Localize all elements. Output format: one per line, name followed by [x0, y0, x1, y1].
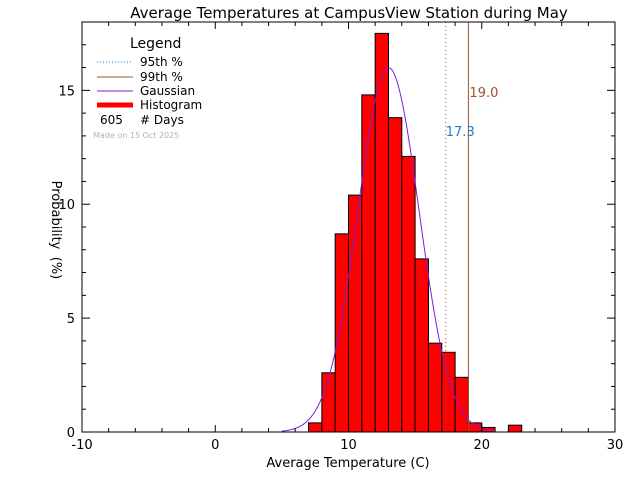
y-tick-label: 0	[67, 426, 75, 441]
histogram-bar	[387, 117, 403, 433]
x-tick-label: -10	[71, 438, 92, 453]
histogram-bar	[507, 424, 523, 433]
x-axis-ticks: -10 0 10 20 30	[71, 22, 623, 453]
percentile-95-label: 17.3	[446, 125, 475, 140]
legend-label-histogram: Histogram	[140, 98, 202, 112]
x-tick-label: 30	[607, 438, 624, 453]
histogram-bar	[308, 422, 323, 433]
y-tick-label: 10	[58, 198, 75, 213]
made-on-note: Made on 15 Oct 2025	[93, 131, 179, 140]
histogram-bars	[308, 32, 523, 433]
legend-days-count: 605	[100, 113, 123, 127]
x-tick-label: 20	[473, 438, 490, 453]
histogram-bar	[427, 342, 443, 433]
histogram-bar	[401, 155, 416, 433]
legend: Legend 95th % 99th % Gaussian Histogram …	[93, 36, 202, 140]
legend-label-gaussian: Gaussian	[140, 84, 195, 98]
y-tick-label: 15	[58, 84, 75, 99]
gaussian-curve	[281, 67, 496, 432]
histogram-bar	[334, 233, 349, 433]
percentile-99-label: 19.0	[469, 86, 498, 101]
x-axis-label: Average Temperature (C)	[266, 456, 429, 471]
legend-title: Legend	[130, 36, 181, 52]
x-tick-label: 0	[211, 438, 219, 453]
histogram-bar	[321, 372, 336, 433]
legend-label-99th: 99th %	[140, 70, 183, 84]
histogram-bar	[414, 258, 429, 433]
legend-label-95th: 95th %	[140, 55, 183, 69]
histogram-bar	[361, 94, 376, 433]
y-axis-label-bottom: (%)	[48, 257, 63, 280]
x-tick-label: 10	[340, 438, 357, 453]
y-axis-label-top: Probability	[48, 181, 63, 250]
legend-days-label: # Days	[140, 113, 184, 127]
chart-title: Average Temperatures at CampusView Stati…	[130, 4, 568, 22]
histogram-bar	[454, 376, 469, 433]
y-axis-ticks: 0 5 10 15	[58, 21, 615, 441]
y-tick-label: 5	[67, 312, 75, 327]
